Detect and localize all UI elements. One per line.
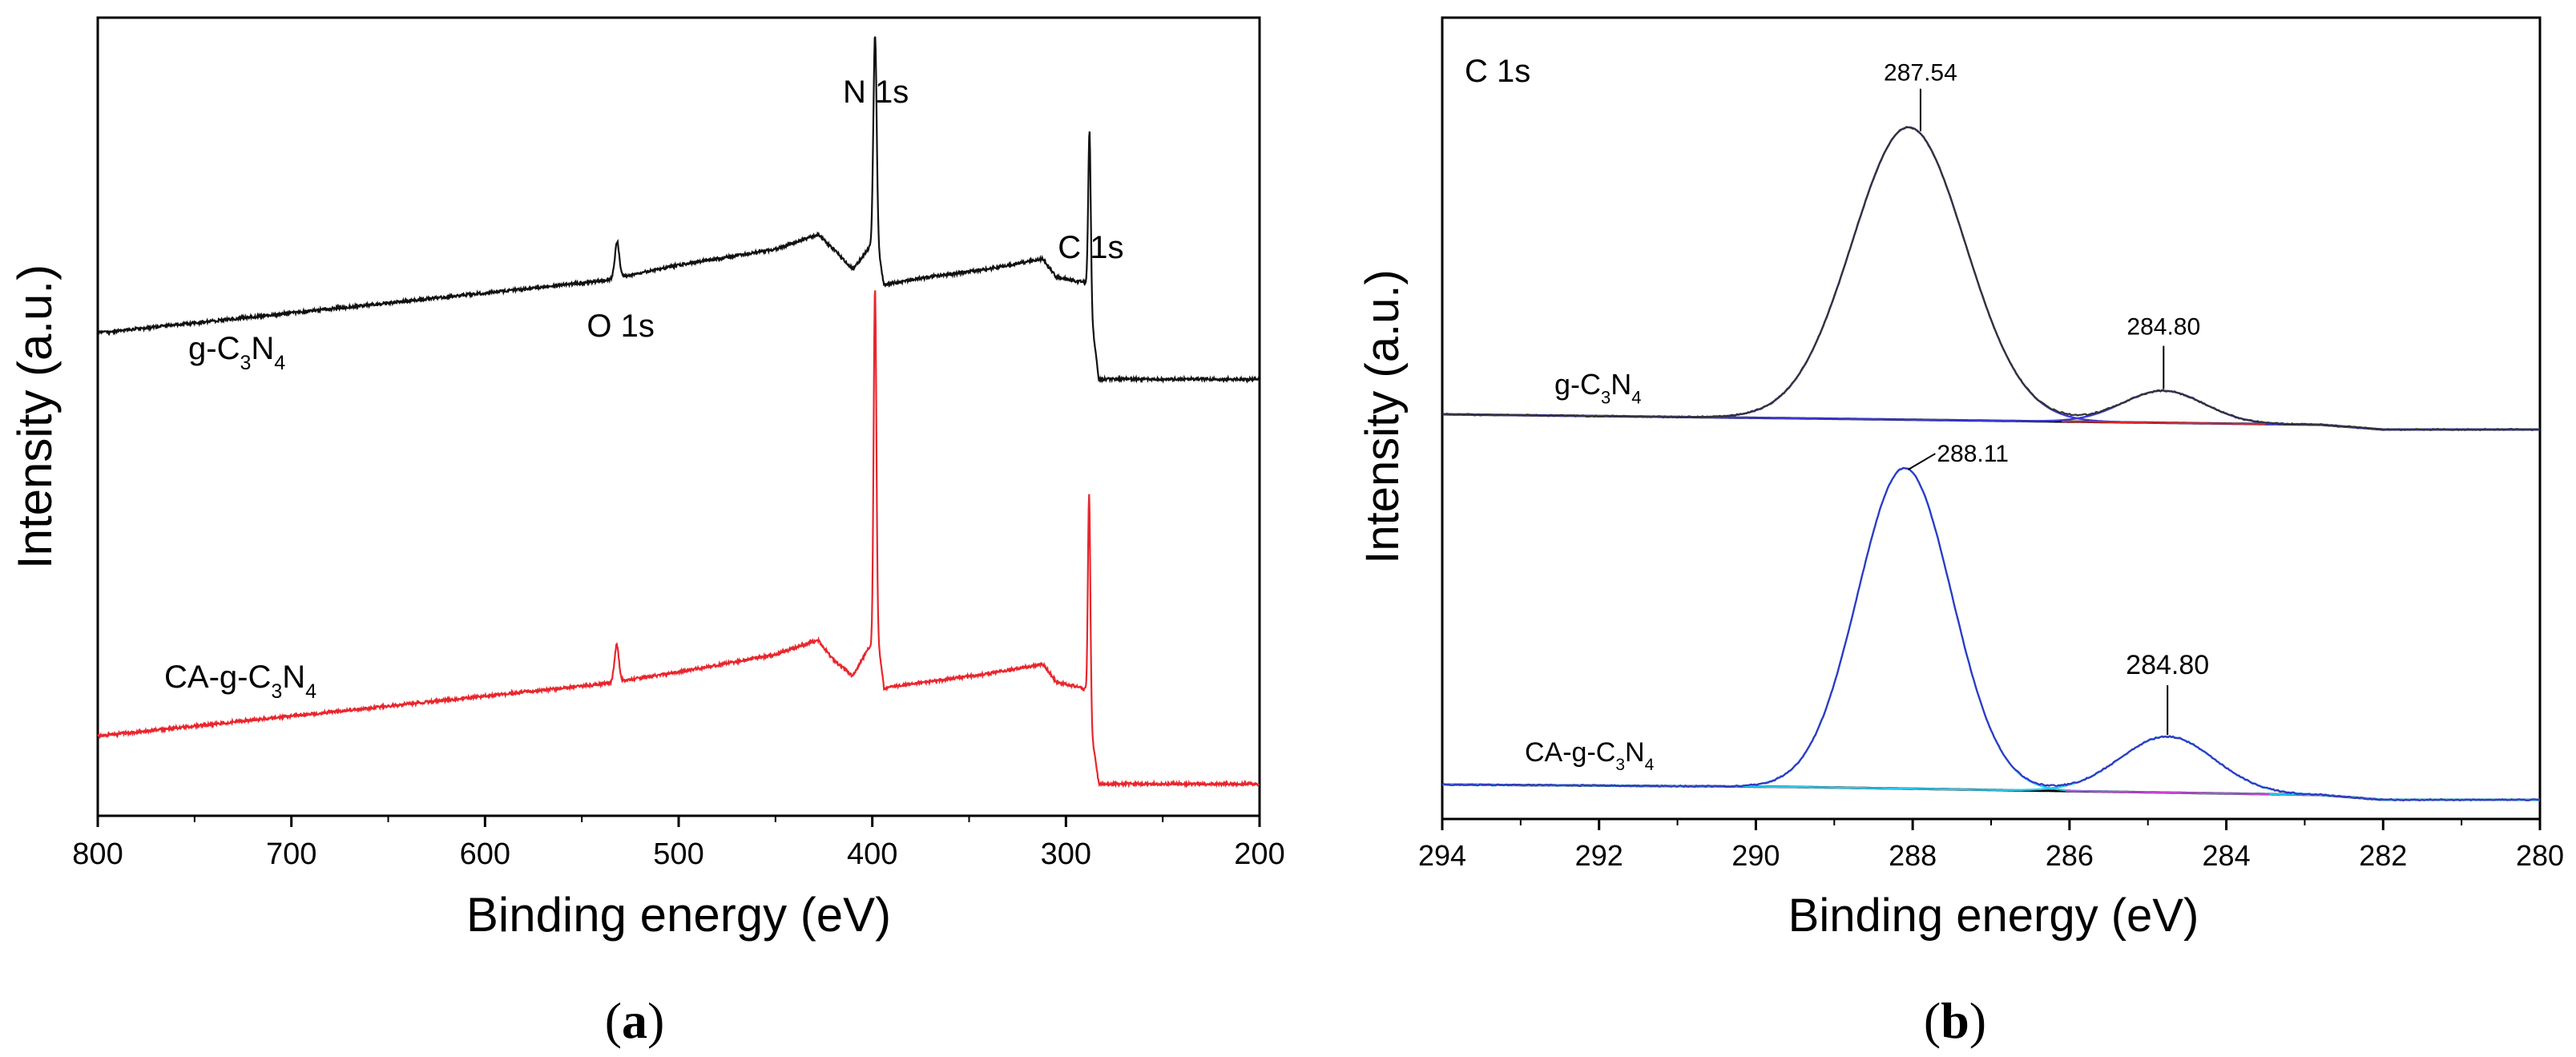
panel-b-chart: 294 292 290 288 286 284 282 280 287.54 284.80 288… (1357, 16, 2564, 1049)
panel-a-x-tick-label: 800 (72, 837, 123, 871)
panel-b-x-tick-label: 288 (1889, 839, 1937, 872)
panel-b-x-tick-label: 286 (2046, 839, 2094, 872)
panel-a-peak-annotation: C 1s (1058, 230, 1123, 265)
panel-b-peak-label: 284.80 (2127, 314, 2200, 341)
panel-a-x-tick-label: 300 (1041, 837, 1091, 871)
panel-b-peak-leader (1907, 453, 1936, 470)
panel-a-label-letter: a (622, 992, 647, 1049)
panel-a-series-label-1: g-C3N4 (188, 331, 285, 374)
panel-b-x-tick-label: 292 (1575, 839, 1623, 872)
panel-a-x-axis: 800 700 600 500 400 300 200 (72, 816, 1285, 871)
panel-b-label-open: ( (1924, 992, 1941, 1049)
panel-a-chart: 800 700 600 500 400 300 200 N 1s C 1s O 1s g-C3N… (8, 16, 1285, 1049)
panel-a-annotations: N 1s C 1s O 1s (587, 75, 1123, 344)
panel-b-x-axis-label: Binding energy (eV) (1788, 890, 2199, 942)
panel-b-label-letter: b (1941, 992, 1969, 1049)
panel-b-background-line-2 (1442, 783, 2540, 801)
panel-b-label: (b) (1924, 992, 1986, 1049)
panel-b-peak-labels: 287.54 284.80 288.11 284.80 (1884, 60, 2209, 736)
panel-b-plot-area (1441, 126, 2541, 802)
panel-b-x-tick-label: 290 (1731, 839, 1780, 872)
panel-a-label: (a) (605, 992, 665, 1049)
panel-b-frame (1441, 16, 2542, 821)
panel-a-peak-annotation: N 1s (843, 75, 909, 110)
panel-a-series-labels: g-C3N4 CA-g-C3N4 (164, 331, 316, 703)
panel-b-y-axis-label: Intensity (a.u.) (1357, 269, 1409, 563)
panel-a-x-tick-label: 600 (460, 837, 510, 871)
panel-a-x-tick-label: 700 (266, 837, 316, 871)
panel-b-label-close: ) (1969, 992, 1986, 1049)
panel-b-series-label-2: CA-g-C3N4 (1525, 737, 1655, 774)
panel-b-title: C 1s (1465, 54, 1530, 89)
panel-a-x-tick-label: 500 (653, 837, 703, 871)
panel-b-x-tick-label: 280 (2516, 839, 2564, 872)
panel-a-series-line-1 (97, 36, 1261, 384)
panel-b-x-tick-label: 284 (2203, 839, 2251, 872)
panel-a-y-axis-label: Intensity (a.u.) (8, 264, 62, 569)
panel-b-peak-label: 288.11 (1937, 441, 2009, 467)
panel-a-label-close: ) (647, 992, 664, 1049)
panel-b-x-tick-label: 282 (2359, 839, 2407, 872)
panel-b-component-baseline-1 (2062, 421, 2266, 426)
panel-b-component-baseline-2 (2065, 790, 2270, 796)
panel-a-series-label-2: CA-g-C3N4 (164, 660, 316, 703)
panel-a-x-axis-label: Binding energy (eV) (466, 888, 891, 942)
panel-b-peak-label: 287.54 (1884, 60, 1957, 87)
panel-b-series-labels: g-C3N4 CA-g-C3N4 (1525, 368, 1655, 774)
panel-a-series-line-2 (97, 290, 1260, 789)
panel-b-x-axis: 294 292 290 288 286 284 282 280 (1418, 819, 2564, 872)
panel-b-peak-label: 284.80 (2126, 650, 2209, 680)
panel-b-fit-component-1-1 (1442, 126, 2540, 431)
panel-b-envelope-2 (1441, 466, 2541, 802)
panel-b-series-label-1: g-C3N4 (1554, 368, 1642, 408)
panel-a-label-open: ( (605, 992, 622, 1049)
panel-b-x-tick-label: 294 (1418, 839, 1466, 872)
panel-a-x-tick-label: 400 (847, 837, 897, 871)
panel-a-peak-annotation: O 1s (587, 309, 654, 344)
panel-a-x-tick-label: 200 (1234, 837, 1284, 871)
panel-a-plot-area (97, 36, 1261, 789)
panel-b-envelope-1 (1441, 126, 2541, 432)
